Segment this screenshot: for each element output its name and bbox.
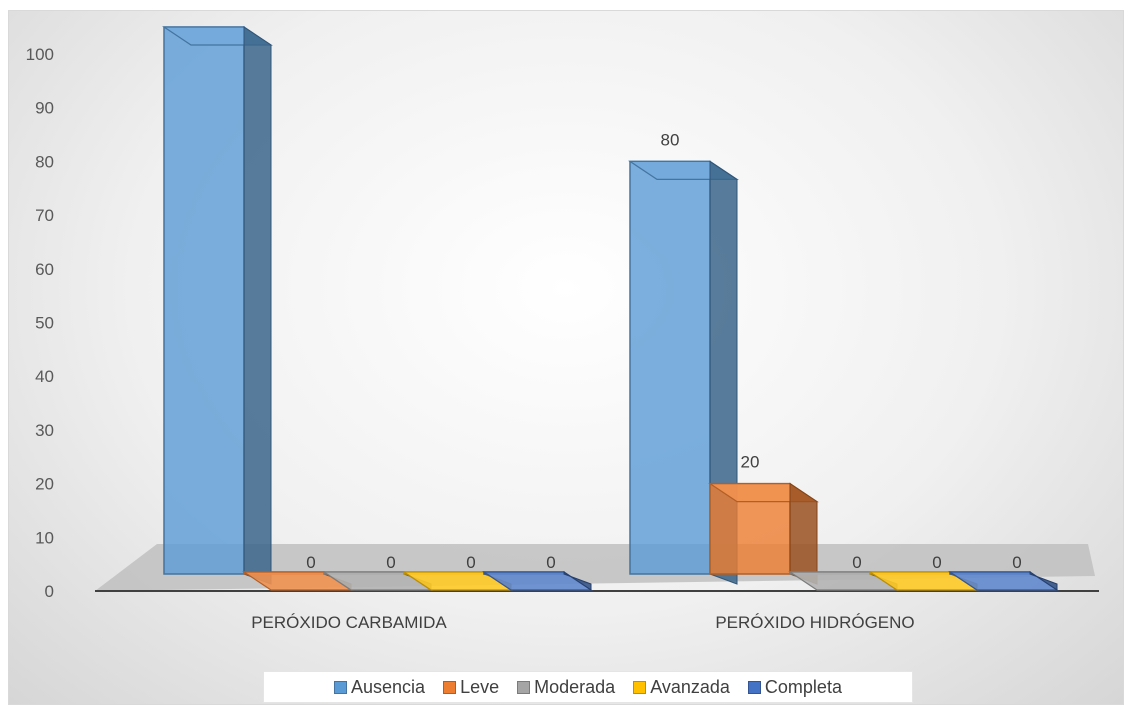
y-tick-label: 40 [35,367,54,386]
legend-entry: Avanzada [633,677,730,698]
legend-swatch [633,680,647,694]
bar [628,160,739,585]
y-tick-label: 100 [26,45,54,64]
y-tick-label: 50 [35,314,54,333]
y-tick-label: 90 [35,99,54,118]
y-tick-label: 30 [35,421,54,440]
data-label: 0 [466,553,475,572]
legend-label: Avanzada [650,676,730,697]
data-label: 20 [741,453,760,472]
legend-entry: Ausencia [334,677,425,698]
bar-side-face [243,26,272,585]
x-category-label: PERÓXIDO CARBAMIDA [251,613,447,632]
bar [708,482,819,585]
legend-swatch [443,680,457,694]
y-tick-label: 10 [35,528,54,547]
bar-front-face [163,26,245,575]
legend-label: Completa [764,676,842,697]
legend-entry: Completa [747,676,842,698]
y-tick-label: 20 [35,475,54,494]
legend-label: Moderada [534,676,616,697]
legend-label: Leve [460,676,500,697]
bar-side-face [563,571,592,591]
y-tick-label: 0 [45,582,54,601]
legend-entry: Leve [443,677,499,698]
legend-swatch [747,680,761,694]
y-tick-label: 70 [35,206,54,225]
legend-swatch [517,680,531,694]
bar [162,26,273,585]
data-label: 0 [306,553,315,572]
legend: Ausencia Leve Moderada Avanzada Completa [263,671,913,703]
data-label: 0 [386,553,395,572]
bar [948,571,1059,591]
chart-plot: 0 10 20 30 40 50 60 70 80 90 100 PERÓXIDO CARBAMIDA… [26,11,1099,632]
y-tick-label: 60 [35,260,54,279]
bar [482,571,593,591]
data-label: 0 [1012,553,1021,572]
data-label: 100 [190,11,218,15]
data-label: 0 [932,553,941,572]
data-label: 80 [661,130,680,149]
bar-side-face [1029,571,1058,591]
data-label: 0 [546,553,555,572]
legend-entry: Moderada [517,677,615,698]
chart-area: 0 10 20 30 40 50 60 70 80 90 100 PERÓXIDO CARBAMIDA… [8,10,1124,705]
bar-side-face [789,482,818,585]
legend-swatch [334,680,348,694]
bar-front-face [629,160,711,575]
bar-side-face [709,160,738,585]
y-tick-label: 80 [35,152,54,171]
x-category-label: PERÓXIDO HIDRÓGENO [715,613,914,632]
data-label: 0 [852,553,861,572]
legend-label: Ausencia [351,676,426,697]
